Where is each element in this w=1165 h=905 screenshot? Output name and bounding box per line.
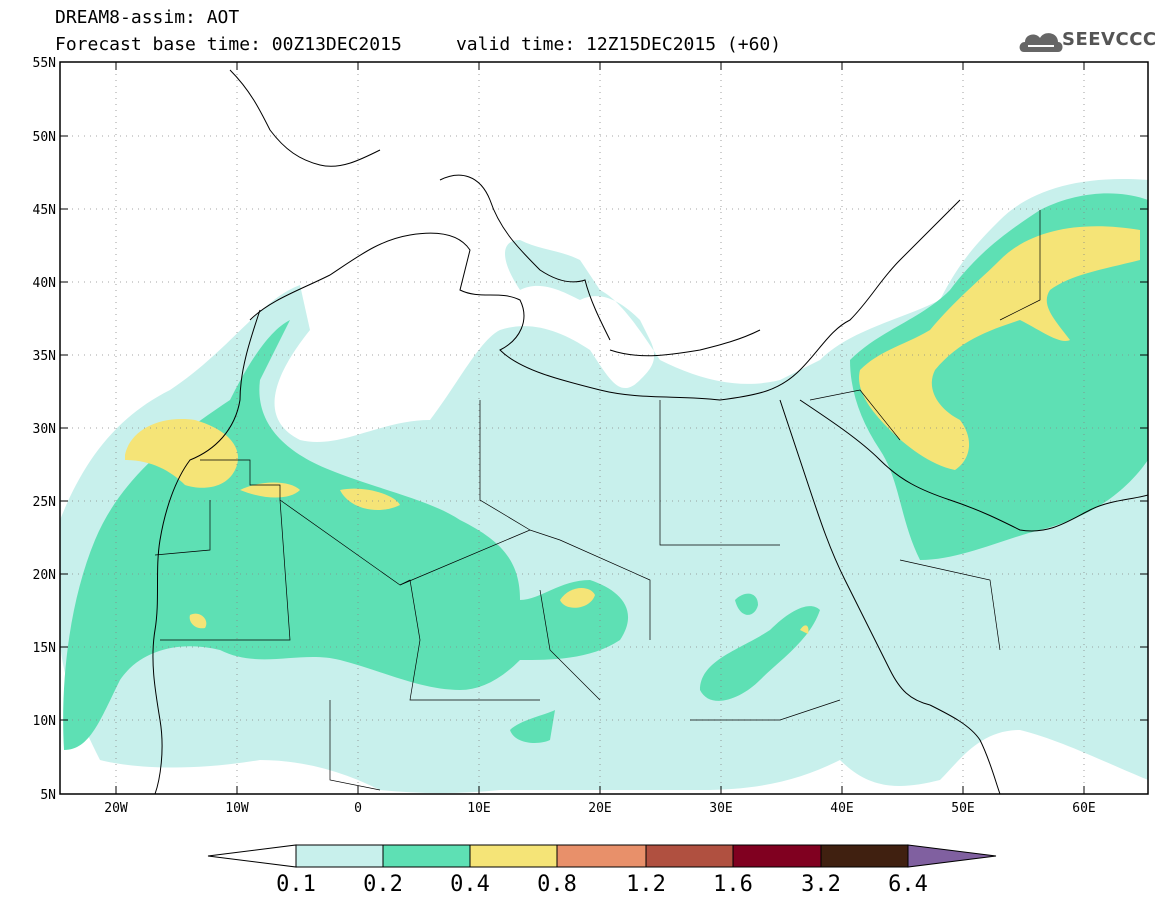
axis-ticks — [60, 62, 1148, 794]
lat-label: 40N — [33, 276, 56, 291]
colorbar-swatch — [820, 844, 909, 868]
lat-label: 55N — [33, 56, 56, 71]
lat-label: 45N — [33, 203, 56, 218]
aot-level-0.4 — [125, 226, 1140, 634]
colorbar-label: 0.2 — [363, 872, 403, 897]
lat-labels: 55N 50N 45N 40N 35N 30N 25N 20N 15N 10N … — [33, 56, 56, 803]
lat-label: 30N — [33, 422, 56, 437]
colorbar-swatch — [469, 844, 558, 868]
forecast-time-line: Forecast base time: 00Z13DEC2015 valid t… — [55, 34, 782, 55]
aot-contours — [60, 62, 1148, 794]
colorbar-swatch — [645, 844, 734, 868]
seevccc-logo-text: SEEVCCC — [1062, 29, 1157, 50]
colorbar-label: 6.4 — [888, 872, 928, 897]
lon-label: 20W — [104, 801, 128, 816]
map-title: DREAM8-assim: AOT — [55, 7, 240, 28]
colorbar-swatch — [295, 844, 384, 868]
country-borders — [154, 210, 1041, 791]
lon-label: 10E — [467, 801, 490, 816]
colorbar-label: 3.2 — [801, 872, 841, 897]
grid-lines — [60, 62, 1148, 794]
lon-label: 20E — [588, 801, 611, 816]
lon-label: 40E — [830, 801, 853, 816]
lat-label: 35N — [33, 349, 56, 364]
lat-label: 20N — [33, 568, 56, 583]
lon-label: 30E — [709, 801, 732, 816]
colorbar — [207, 844, 997, 868]
lat-label: 10N — [33, 714, 56, 729]
colorbar-label: 0.8 — [537, 872, 577, 897]
lat-label: 15N — [33, 641, 56, 656]
colorbar-over-arrow — [907, 844, 997, 868]
lat-label: 50N — [33, 130, 56, 145]
colorbar-swatch — [382, 844, 471, 868]
lon-label: 0 — [354, 801, 362, 816]
lon-label: 50E — [951, 801, 974, 816]
colorbar-swatch — [732, 844, 822, 868]
lat-label: 25N — [33, 495, 56, 510]
colorbar-label: 0.1 — [276, 872, 316, 897]
colorbar-label: 1.2 — [626, 872, 666, 897]
colorbar-label: 1.6 — [713, 872, 753, 897]
lon-label: 60E — [1072, 801, 1095, 816]
lon-label: 10W — [225, 801, 249, 816]
colorbar-under-arrow — [207, 844, 297, 868]
lon-labels: 20W 10W 0 10E 20E 30E 40E 50E 60E — [104, 801, 1095, 816]
colorbar-label: 0.4 — [450, 872, 490, 897]
colorbar-swatch — [556, 844, 647, 868]
coastlines — [152, 69, 1148, 794]
lat-label: 5N — [40, 788, 56, 803]
cloud-logo-icon — [1019, 33, 1063, 52]
